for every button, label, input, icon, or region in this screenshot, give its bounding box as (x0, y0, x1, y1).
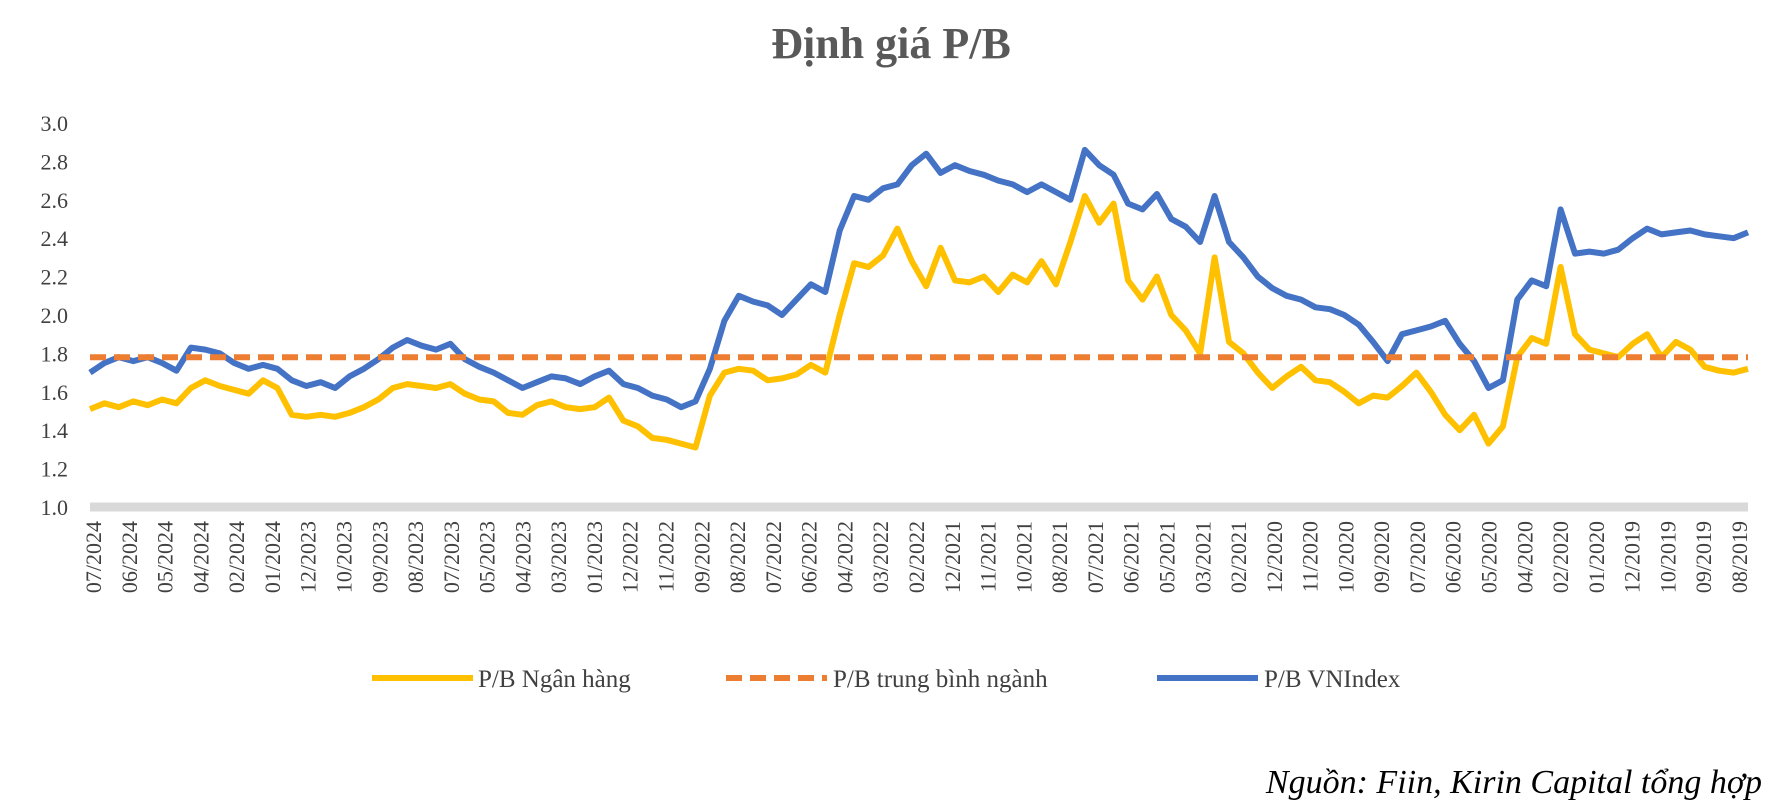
x-tick-label: 07/2023 (439, 521, 464, 593)
y-tick-label: 2.6 (41, 188, 69, 213)
y-tick-label: 2.0 (41, 303, 69, 328)
y-tick-label: 1.4 (41, 418, 69, 443)
source-note: Nguồn: Fiin, Kirin Capital tổng hợp (1265, 764, 1762, 801)
x-tick-label: 09/2019 (1691, 521, 1716, 593)
x-tick-label: 02/2020 (1548, 521, 1573, 593)
x-tick-label: 11/2022 (654, 521, 679, 592)
x-tick-label: 01/2020 (1584, 521, 1609, 593)
x-tick-label: 03/2023 (546, 521, 571, 593)
x-tick-label: 07/2020 (1405, 521, 1430, 593)
x-tick-label: 06/2021 (1119, 521, 1144, 593)
x-axis: 07/2024 06/2024 05/2024 04/2024 02/2024 01/20… (81, 521, 1752, 593)
x-tick-label: 08/2019 (1727, 521, 1752, 593)
series-line-pb-ngan-hang (88, 193, 1749, 451)
x-tick-label: 12/2021 (940, 521, 965, 593)
x-tick-label: 04/2020 (1512, 521, 1537, 593)
legend-label-pb-vnindex: P/B VNIndex (1264, 666, 1401, 693)
x-tick-label: 12/2023 (296, 521, 321, 593)
x-tick-label: 06/2022 (797, 521, 822, 593)
x-tick-label: 09/2023 (367, 521, 392, 593)
x-tick-label: 12/2020 (1262, 521, 1287, 593)
x-tick-label: 01/2023 (582, 521, 607, 593)
x-tick-label: 11/2020 (1298, 521, 1323, 592)
chart-title: Định giá P/B (771, 19, 1011, 68)
x-tick-label: 03/2021 (1190, 521, 1215, 593)
x-tick-label: 08/2022 (725, 521, 750, 593)
x-tick-label: 07/2021 (1083, 521, 1108, 593)
x-tick-label: 10/2021 (1011, 521, 1036, 593)
x-tick-label: 05/2021 (1154, 521, 1179, 593)
y-tick-label: 1.0 (41, 495, 69, 520)
x-tick-label: 06/2020 (1441, 521, 1466, 593)
plot-area (88, 146, 1750, 451)
x-tick-label: 04/2023 (510, 521, 535, 593)
x-tick-label: 09/2020 (1369, 521, 1394, 593)
x-tick-label: 12/2019 (1620, 521, 1645, 593)
y-axis: 3.0 2.8 2.6 2.4 2.2 2.0 1.8 1.6 1.4 1.2 1.0 (41, 111, 1748, 520)
x-tick-label: 01/2024 (260, 521, 285, 593)
x-tick-label: 07/2022 (761, 521, 786, 593)
x-tick-label: 02/2021 (1226, 521, 1251, 593)
x-tick-label: 09/2022 (689, 521, 714, 593)
x-tick-label: 02/2022 (904, 521, 929, 593)
x-tick-label: 10/2020 (1333, 521, 1358, 593)
x-tick-label: 10/2019 (1655, 521, 1680, 593)
x-tick-label: 02/2024 (224, 521, 249, 593)
y-tick-label: 3.0 (41, 111, 69, 136)
x-tick-label: 05/2020 (1477, 521, 1502, 593)
x-tick-label: 07/2024 (81, 521, 106, 593)
x-tick-label: 06/2024 (117, 521, 142, 593)
y-tick-label: 1.6 (41, 380, 69, 405)
x-tick-label: 04/2024 (188, 521, 213, 593)
x-tick-label: 05/2023 (475, 521, 500, 593)
legend: P/B Ngân hàng P/B trung bình ngành P/B V… (372, 666, 1401, 693)
x-tick-label: 08/2021 (1047, 521, 1072, 593)
x-tick-label: 04/2022 (832, 521, 857, 593)
legend-label-pb-trung-binh-nganh: P/B trung bình ngành (833, 666, 1048, 693)
x-tick-label: 08/2023 (403, 521, 428, 593)
y-tick-label: 1.8 (41, 341, 69, 366)
legend-label-pb-ngan-hang: P/B Ngân hàng (478, 666, 631, 693)
x-tick-label: 10/2023 (331, 521, 356, 593)
y-tick-label: 2.8 (41, 149, 69, 174)
x-tick-label: 11/2021 (976, 521, 1001, 592)
x-tick-label: 03/2022 (868, 521, 893, 593)
y-tick-label: 2.4 (41, 226, 69, 251)
y-tick-label: 2.2 (41, 265, 69, 290)
x-tick-label: 05/2024 (153, 521, 178, 593)
y-tick-label: 1.2 (41, 457, 69, 482)
x-tick-label: 12/2022 (618, 521, 643, 593)
